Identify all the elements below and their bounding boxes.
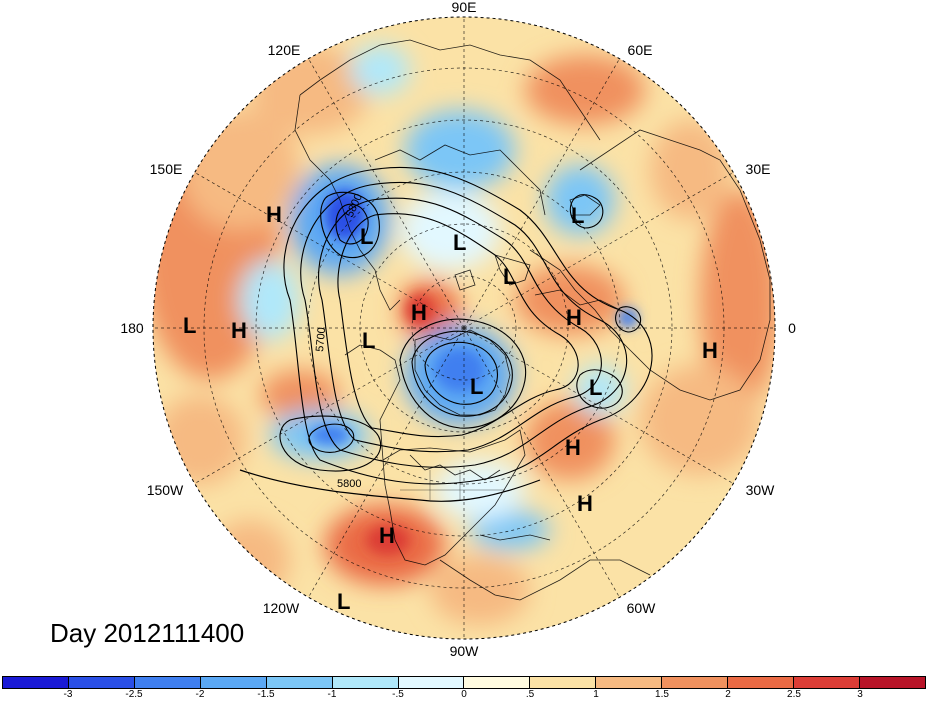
colorbar-swatch [332, 677, 399, 688]
colorbar-tick-label: 2 [725, 689, 731, 700]
low-pressure-center: L [337, 589, 350, 614]
colorbar-swatch [596, 677, 663, 688]
colorbar-tick-label: 2.5 [787, 689, 801, 700]
colorbar-swatch [794, 677, 860, 688]
low-pressure-center: L [453, 230, 466, 255]
colorbar-tick-label: -1.5 [257, 689, 275, 700]
low-pressure-center: L [571, 203, 584, 228]
longitude-label-150w: 150W [147, 482, 184, 498]
high-pressure-center: H [566, 305, 582, 330]
colorbar-tick-label: 0 [461, 689, 467, 700]
longitude-label-60e: 60E [628, 42, 653, 58]
colorbar-labels: -3 -2.5 -2 -1.5 -1 -.5 0 .5 1 1.5 2 2.5 3 [2, 689, 926, 702]
colorbar-tick-label: -.5 [392, 689, 404, 700]
longitude-label-120w: 120W [263, 600, 300, 616]
low-pressure-center: L [503, 264, 516, 289]
longitude-label-180: 180 [120, 320, 144, 336]
high-pressure-center: H [577, 491, 593, 516]
low-pressure-center: L [360, 224, 373, 249]
high-pressure-center: H [231, 318, 247, 343]
date-label: Day 2012111400 [50, 618, 245, 648]
high-pressure-center: H [266, 202, 282, 227]
colorbar-swatch [530, 677, 597, 688]
longitude-label-60w: 60W [627, 600, 657, 616]
colorbar-tick-label: 1 [593, 689, 599, 700]
high-pressure-center: H [379, 523, 395, 548]
colorbar [2, 676, 926, 689]
colorbar-tick-label: -1 [327, 689, 337, 700]
longitude-label-0: 0 [788, 320, 796, 336]
high-pressure-center: H [565, 435, 581, 460]
colorbar-swatch [662, 677, 729, 688]
longitude-label-120e: 120E [268, 42, 301, 58]
colorbar-swatch [68, 677, 135, 688]
colorbar-swatch [3, 677, 69, 688]
colorbar-swatch [398, 677, 465, 688]
low-pressure-center: L [183, 313, 196, 338]
colorbar-tick-label: -3 [63, 689, 73, 700]
colorbar-tick-label: -2 [195, 689, 205, 700]
high-pressure-center: H [702, 338, 718, 363]
colorbar-tick-label: 3 [857, 689, 863, 700]
high-pressure-center: H [411, 300, 427, 325]
low-pressure-center: L [362, 328, 375, 353]
contour-label: 5800 [337, 478, 361, 490]
pressure-centers: H L L L L H H L H L H L L H H H L [183, 202, 718, 614]
longitude-label-30e: 30E [746, 161, 771, 177]
colorbar-tick-label: -2.5 [125, 689, 143, 700]
colorbar-swatch [266, 677, 333, 688]
colorbar-swatch [464, 677, 531, 688]
longitude-label-150e: 150E [150, 161, 183, 177]
longitude-label-90e: 90E [452, 0, 477, 15]
colorbar-swatch [728, 677, 795, 688]
colorbar-tick-label: 1.5 [655, 689, 669, 700]
contour-label: 5700 [314, 327, 328, 352]
colorbar-swatch [134, 677, 201, 688]
colorbar-swatch [859, 677, 925, 688]
colorbar-swatch [200, 677, 267, 688]
longitude-labels: 90E 60E 30E 0 30W 60W 90W 120W 150W 180 … [120, 0, 796, 659]
colorbar-tick-label: .5 [525, 689, 535, 700]
longitude-label-90w: 90W [450, 643, 480, 659]
map-boundary [152, 16, 776, 640]
longitude-label-30w: 30W [746, 482, 776, 498]
low-pressure-center: L [470, 374, 483, 399]
low-pressure-center: L [589, 375, 602, 400]
